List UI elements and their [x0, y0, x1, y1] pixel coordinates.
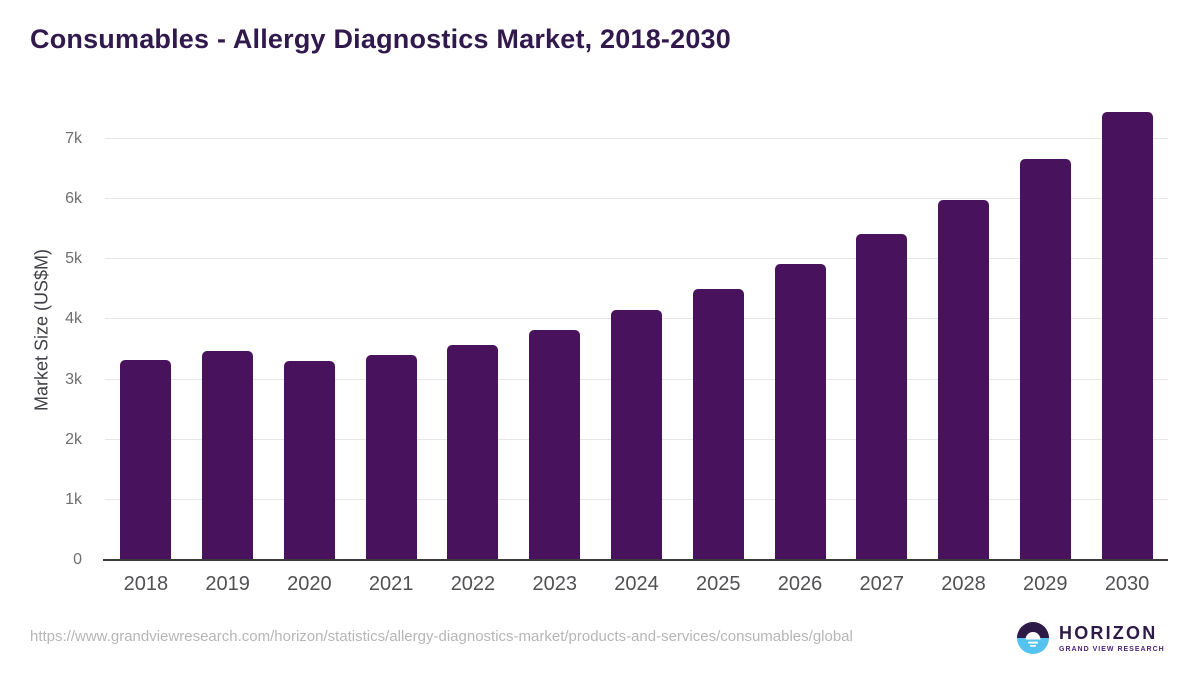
- y-tick-label-3k: 3k: [65, 370, 82, 388]
- bar-2029: [1019, 159, 1071, 560]
- x-tick-label-2019: 2019: [205, 573, 250, 595]
- bar-2019: [202, 350, 254, 560]
- logo-text: HORIZON GRAND VIEW RESEARCH: [1059, 624, 1165, 653]
- bar-2026: [774, 263, 826, 560]
- y-tick-label-7k: 7k: [65, 130, 82, 147]
- x-tick-label-2021: 2021: [368, 573, 414, 595]
- bar-slot-2021: 2021: [350, 100, 432, 595]
- gridline-7k: [105, 138, 1168, 139]
- bar-slot-2022: 2022: [432, 100, 514, 595]
- y-tick-label-5k: 5k: [65, 250, 82, 268]
- bar-slot-2024: 2024: [596, 100, 678, 595]
- bar-2027: [856, 234, 908, 560]
- bar-2025: [692, 289, 744, 560]
- bar-2028: [938, 199, 990, 560]
- logo-subtitle: GRAND VIEW RESEARCH: [1059, 645, 1165, 653]
- bar-slot-2018: 2018: [105, 100, 187, 595]
- bar-2018: [120, 360, 172, 560]
- x-tick-label-2023: 2023: [532, 573, 577, 595]
- bar-2023: [529, 329, 581, 560]
- bar-slot-2020: 2020: [269, 100, 351, 595]
- x-tick-label-2027: 2027: [859, 573, 905, 595]
- bar-2030: [1101, 111, 1153, 560]
- x-tick-label-2018: 2018: [123, 573, 169, 595]
- bar-slot-2019: 2019: [187, 100, 269, 595]
- x-tick-label-2028: 2028: [941, 573, 986, 595]
- bar-slot-2023: 2023: [514, 100, 596, 595]
- x-tick-label-2024: 2024: [614, 573, 659, 595]
- x-tick-label-2029: 2029: [1023, 573, 1068, 595]
- bar-slot-2026: 2026: [759, 100, 841, 595]
- y-tick-label-6k: 6k: [65, 190, 82, 208]
- y-tick-labels: 0 1k 2k 3k 4k 5k 6k 7k: [30, 100, 92, 568]
- bars: 2018 2019 2020 2021 2022 2023 2024 2025 2026 2027…: [105, 100, 1168, 595]
- x-tick-label-2030: 2030: [1104, 573, 1150, 595]
- logo-title: HORIZON: [1059, 622, 1158, 643]
- y-tick-label-1k: 1k: [65, 490, 82, 508]
- bar-2020: [283, 360, 335, 560]
- y-tick-label-4k: 4k: [65, 310, 82, 328]
- x-tick-label-2022: 2022: [450, 573, 496, 595]
- y-tick-label-0: 0: [73, 551, 82, 568]
- x-axis-line: [103, 559, 1168, 561]
- gridline-5k: [105, 258, 1168, 260]
- bar-2022: [447, 345, 499, 560]
- y-tick-label-2k: 2k: [65, 430, 82, 448]
- x-tick-label-2025: 2025: [695, 573, 741, 595]
- horizon-sunrise-icon: [1017, 622, 1049, 654]
- gridline-6k: [105, 198, 1168, 200]
- source-url: https://www.grandviewresearch.com/horizo…: [30, 628, 853, 645]
- bar-2024: [610, 310, 662, 560]
- bar-slot-2029: 2029: [1004, 100, 1086, 595]
- bar-slot-2027: 2027: [841, 100, 923, 595]
- bar-slot-2028: 2028: [923, 100, 1005, 595]
- x-tick-label-2020: 2020: [287, 573, 332, 595]
- bar-slot-2025: 2025: [677, 100, 759, 595]
- horizon-logo: HORIZON GRAND VIEW RESEARCH: [1016, 621, 1165, 655]
- bar-2021: [365, 354, 417, 560]
- x-tick-label-2026: 2026: [777, 573, 823, 595]
- bar-slot-2030: 2030: [1086, 100, 1168, 595]
- plot-area: 2018 2019 2020 2021 2022 2023 2024 2025 2026 2027…: [103, 100, 1168, 595]
- chart-title: Consumables - Allergy Diagnostics Market…: [30, 24, 731, 54]
